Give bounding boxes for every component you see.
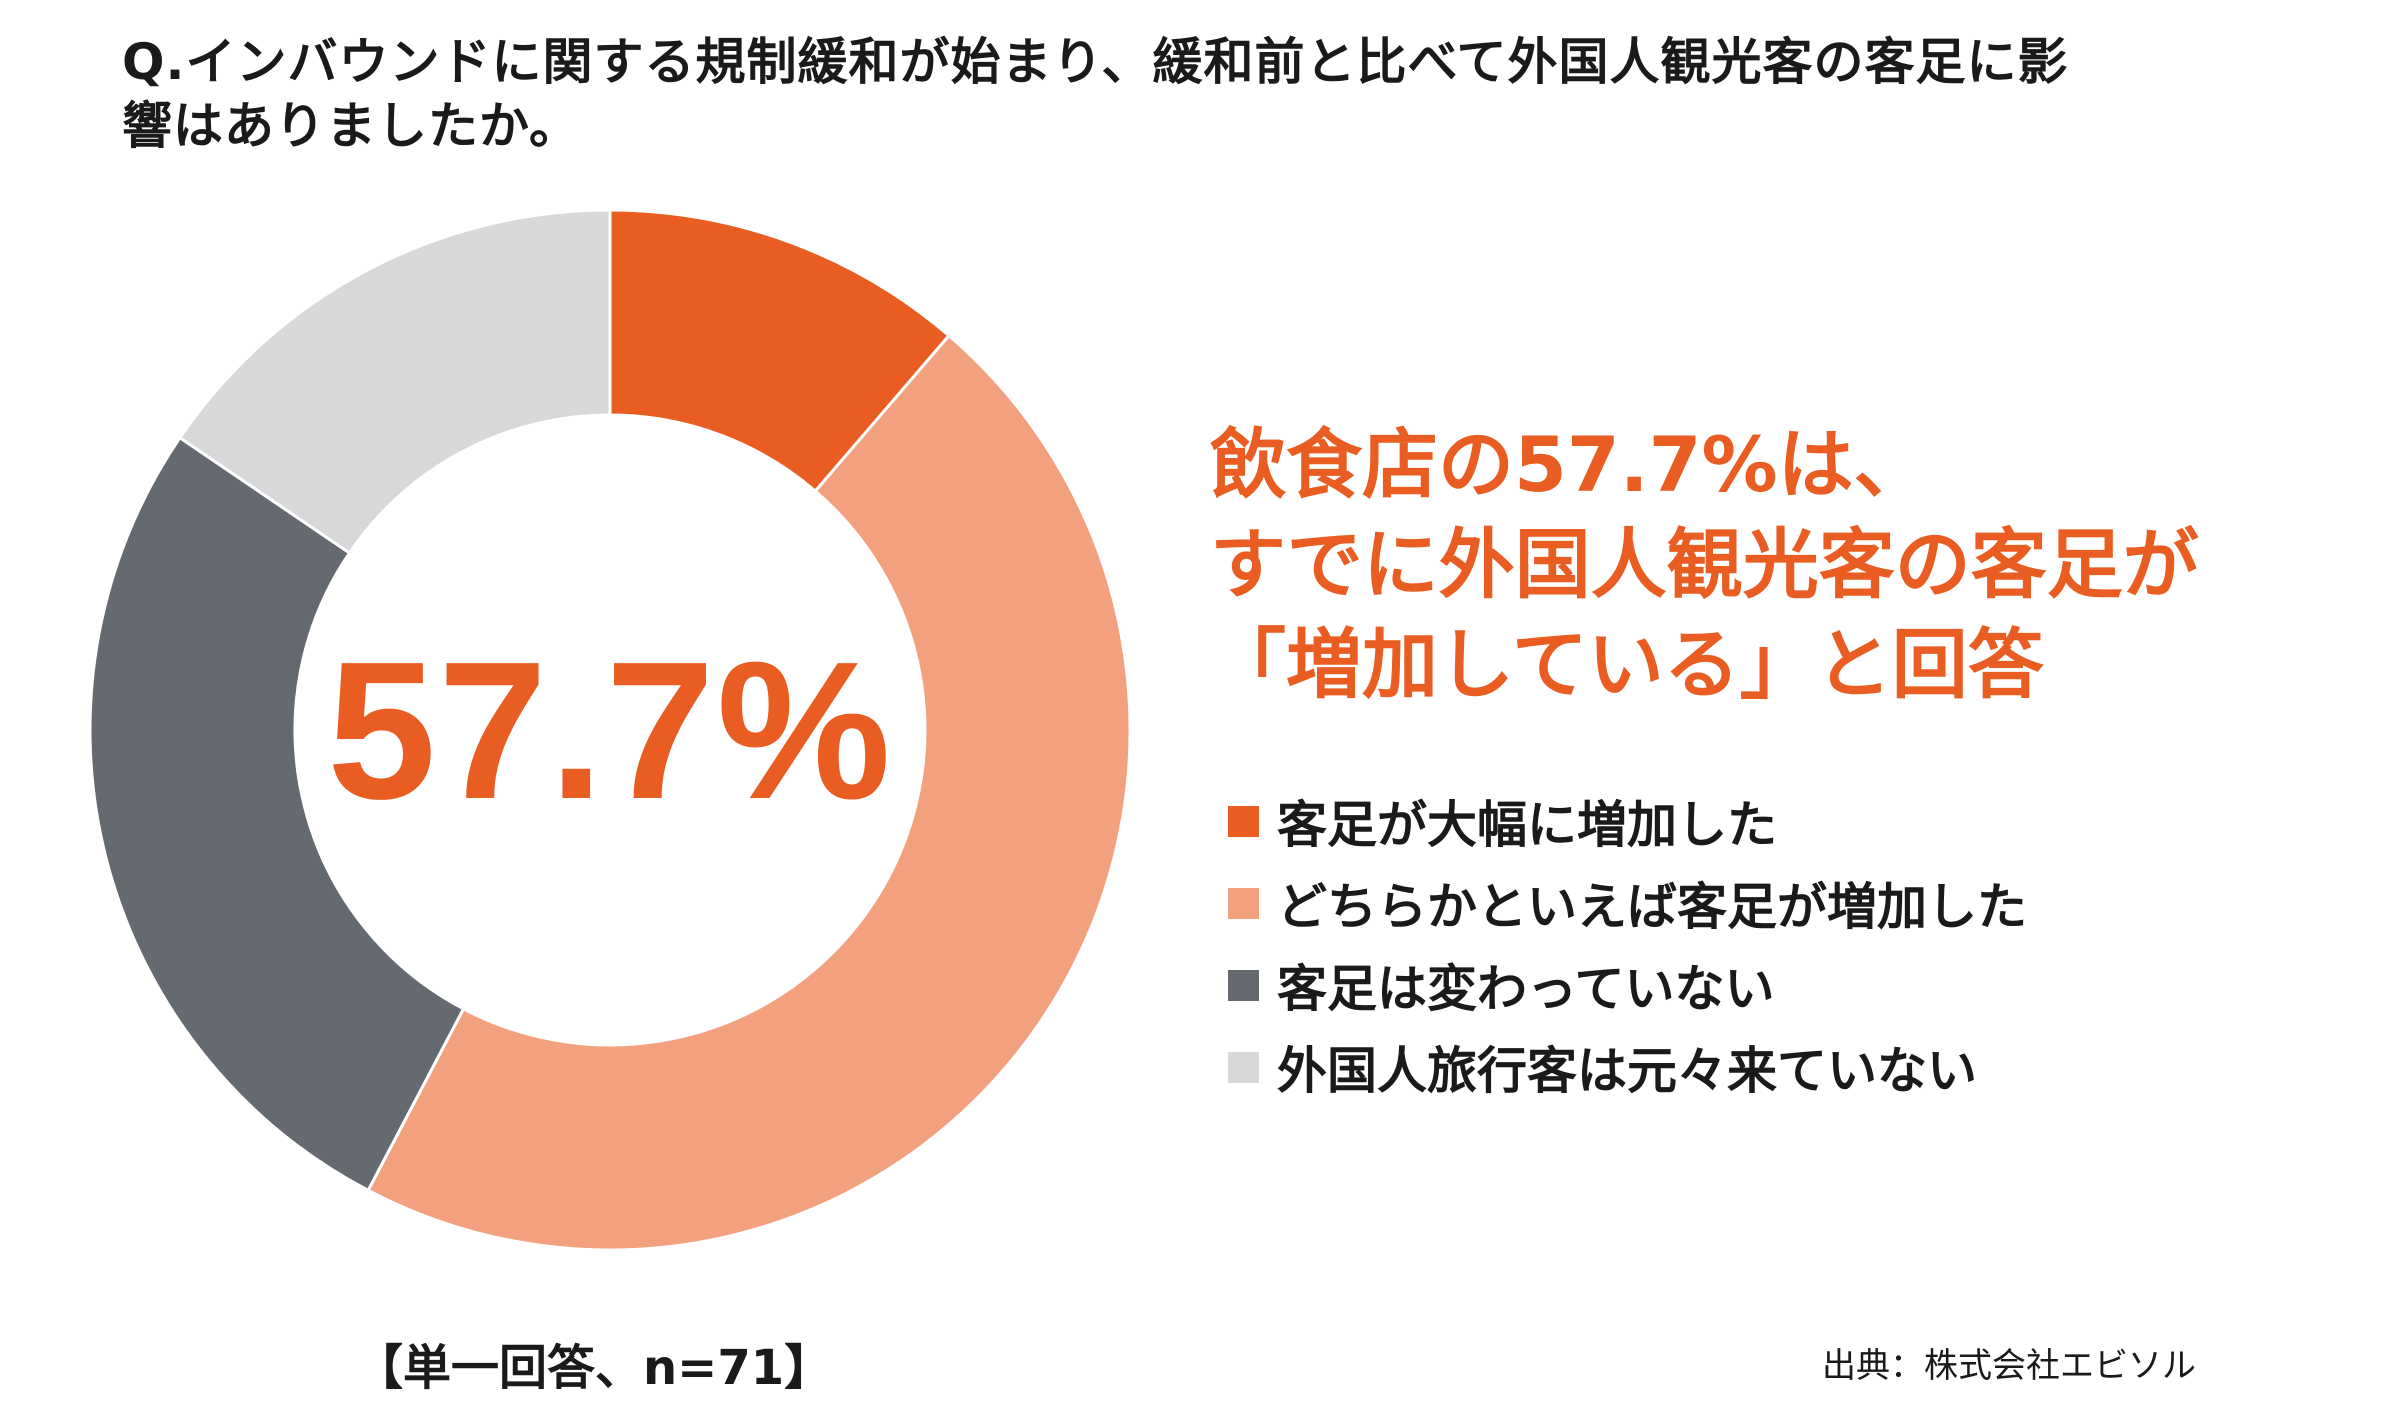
donut-slice-4 (177, 208, 612, 556)
legend-label: 外国人旅行客は元々来ていない (1277, 1042, 1977, 1100)
donut-chart-svg (88, 208, 1132, 1252)
legend-label: 客足は変わっていない (1277, 960, 1775, 1018)
donut-slice-2 (366, 333, 1132, 1252)
donut-chart (80, 200, 1140, 1260)
question-line-1: Q.インバウンドに関する規制緩和が始まり、緩和前と比べて外国人観光客の客足に影 (122, 33, 2069, 91)
headline-line-1: 飲食店の57.7%は、 (1210, 420, 1930, 509)
legend-item-3: 客足は変わっていない (1228, 944, 2328, 1026)
legend-swatch (1228, 887, 1259, 919)
question-title: Q.インバウンドに関する規制緩和が始まり、緩和前と比べて外国人観光客の客足に影 … (122, 30, 2322, 158)
legend-swatch (1228, 805, 1259, 837)
legend-item-4: 外国人旅行客は元々来ていない (1228, 1026, 2328, 1108)
legend-swatch (1228, 969, 1259, 1001)
headline: 飲食店の57.7%は、 すでに外国人観光客の客足が 「増加している」と回答 (1210, 415, 2370, 715)
headline-line-3: 「増加している」と回答 (1210, 620, 2044, 709)
legend-item-2: どちらかといえば客足が増加した (1228, 862, 2328, 944)
center-percentage: 57.7% (327, 620, 893, 840)
sample-note: 【単一回答、n=71】 (355, 1340, 833, 1396)
legend-item-1: 客足が大幅に増加した (1228, 780, 2328, 862)
donut-slice-3 (88, 435, 466, 1193)
headline-line-2: すでに外国人観光客の客足が (1210, 520, 2199, 609)
chart-legend: 客足が大幅に増加したどちらかといえば客足が増加した 客足は変わっていない外国人旅行… (1228, 780, 2328, 1108)
legend-label: どちらかといえば客足が増加した (1277, 878, 2027, 936)
legend-swatch (1228, 1051, 1259, 1083)
source-credit: 出典：株式会社エビソル (1822, 1346, 2196, 1386)
question-line-2: 響はありましたか。 (122, 97, 580, 155)
legend-label: 客足が大幅に増加した (1277, 796, 1777, 854)
